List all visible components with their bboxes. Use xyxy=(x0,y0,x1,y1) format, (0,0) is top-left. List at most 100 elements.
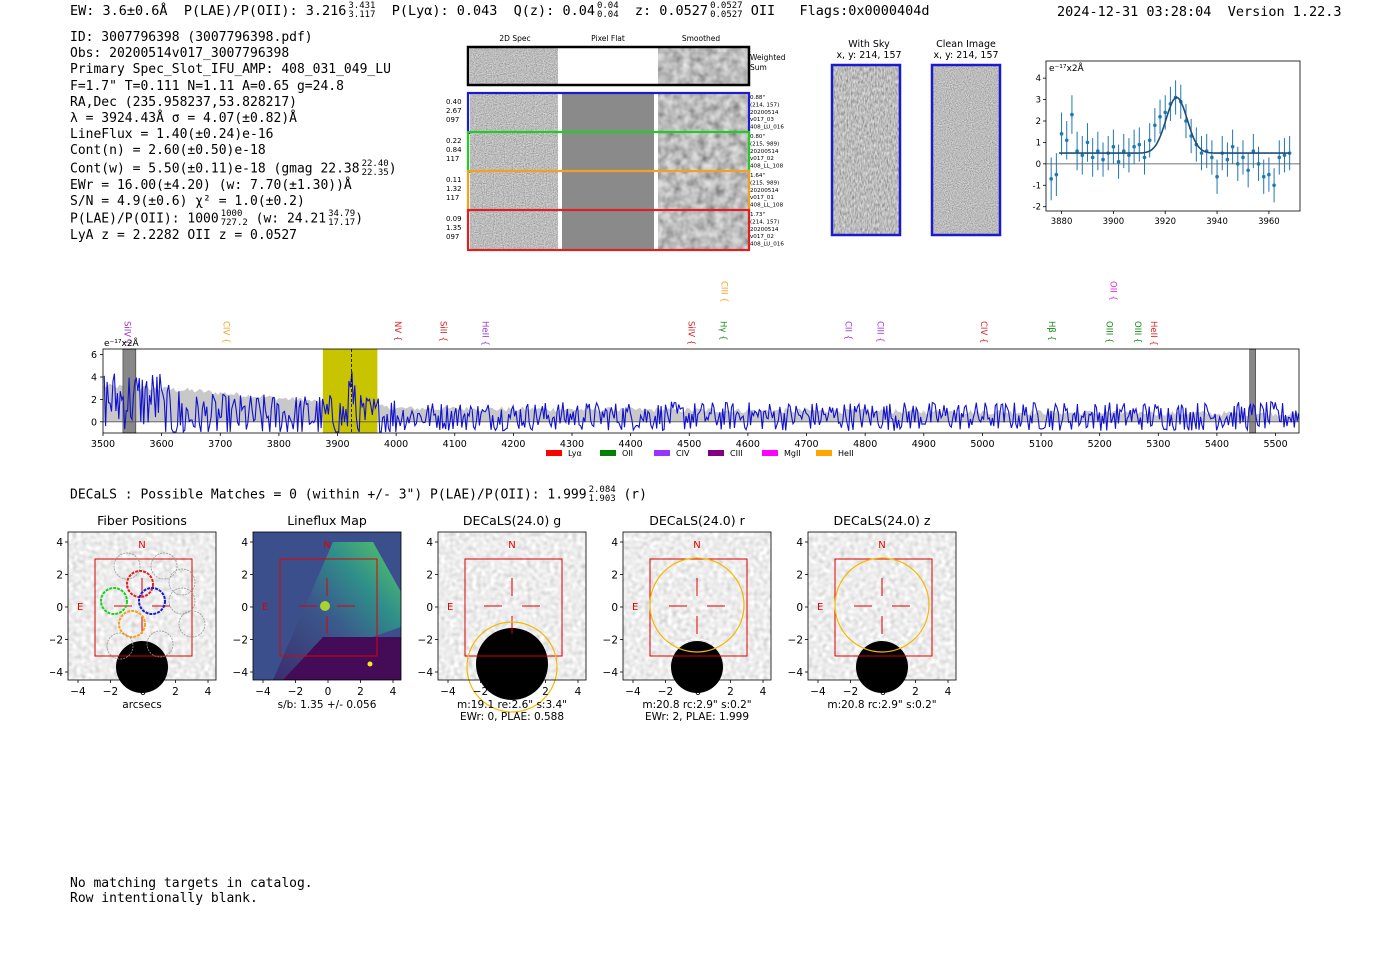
info-block: ID: 3007796398 (3007796398.pdf) Obs: 202… xyxy=(70,30,397,244)
spectral-line-labels: SiIV {CIV {NV {SiII {HeII {SiIV {Hγ {CII… xyxy=(122,281,1159,346)
line-label-5: SiIV { xyxy=(686,321,696,345)
cutout-right-1-0: 0.80" xyxy=(750,134,765,140)
info-plae: P(LAE)/P(OII): 1000 1000 727.2 (w: 24.21 34… xyxy=(70,210,397,228)
panel-0: Fiber Positions N E 4 2 0 −2 −4 −4 −2 0 2 4 arcsecs xyxy=(50,513,217,711)
fit-data-point xyxy=(1096,149,1100,153)
aperture-box xyxy=(94,558,193,657)
cutout-gap-a-1 xyxy=(558,133,562,171)
spectrum-xtick-label: 4200 xyxy=(501,439,525,450)
fit-xtick-label: 3960 xyxy=(1258,217,1280,227)
with-sky-frame xyxy=(830,63,902,237)
panel-xtick-label: 0 xyxy=(325,686,332,698)
legend-label-3: CIII xyxy=(730,449,743,458)
cutout-smooth-2 xyxy=(658,172,748,210)
panel-ytick-label: −2 xyxy=(788,635,803,647)
decals-summary: DECaLS : Possible Matches = 0 (within +/… xyxy=(70,486,647,504)
cutout-smooth-0 xyxy=(658,94,748,132)
north-label: N xyxy=(138,540,145,551)
legend-label-0: Lyα xyxy=(568,449,582,458)
info-id: ID: 3007796398 (3007796398.pdf) xyxy=(70,30,313,45)
decals-summary-text: DECaLS : Possible Matches = 0 (within +/… xyxy=(70,487,587,503)
fit-data-point xyxy=(1272,183,1276,188)
header-summary: EW: 3.6±0.6Å P(LAE)/P(OII): 3.216 3.431 3.… xyxy=(70,2,930,20)
spectrum-xtick-label: 5400 xyxy=(1205,439,1229,450)
panel-title: Fiber Positions xyxy=(97,513,187,528)
aperture-box xyxy=(464,558,563,657)
cutout-gap-a-3 xyxy=(558,211,562,249)
panel-ytick-label: 2 xyxy=(56,570,63,582)
panel-ytick-label: −4 xyxy=(603,667,619,679)
spectrum-yticks: 0 2 4 6 xyxy=(91,350,103,428)
z-hi: 0.0527 xyxy=(710,1,743,11)
cutout-frame-3 xyxy=(466,208,751,252)
cutout-2d-3 xyxy=(470,211,558,249)
fit-data-point xyxy=(1116,159,1121,164)
cutout-right-2-2: 20200514 xyxy=(750,188,779,194)
panel-xtick-label: 4 xyxy=(760,686,767,698)
cutout-left-3-1: 1.35 xyxy=(446,224,462,232)
panel-xtick-label: −4 xyxy=(70,686,86,698)
fit-xticks: 3880 3900 3920 3940 3960 xyxy=(1051,211,1280,227)
fit-data-point xyxy=(1210,155,1214,160)
decals-band: (r) xyxy=(623,487,647,503)
line-label-0: SiIV { xyxy=(122,321,132,345)
spectrum-ylabel: e⁻¹⁷x2Å xyxy=(104,337,140,349)
spectrum-xtick-label: 5200 xyxy=(1088,439,1112,450)
q-value: Q(z): 0.04 xyxy=(513,3,595,19)
panel-xtick-label: −4 xyxy=(255,686,271,698)
info-plae-hi: 1000 xyxy=(220,209,243,220)
cutout-right-3-1: (214, 157) xyxy=(750,219,779,225)
contw-end: ) xyxy=(388,161,397,177)
plya-value: P(Lyα): 0.043 xyxy=(391,3,498,19)
legend-swatch-2 xyxy=(654,450,670,456)
fit-data-point xyxy=(1059,132,1064,136)
panel-xtick-label: −2 xyxy=(658,686,673,698)
lineflux-map xyxy=(273,542,401,680)
fit-data-point xyxy=(1049,177,1053,181)
panel-ytick-label: 2 xyxy=(426,570,433,582)
with-sky-coords: x, y: 214, 157 xyxy=(836,50,901,61)
spectrum-xticks: 3500 3600 3700 3800 3900 4000 4100 4200 4300 4400… xyxy=(91,433,1288,450)
line-label-text: CIII { xyxy=(874,321,884,343)
fit-ytick-label: -2 xyxy=(1033,203,1041,213)
panel-frame xyxy=(807,531,957,681)
panel-4: DECaLS(24.0) z N E 4 2 0 −2 −4 −4 −2 0 2 4 m:20.8 rc:… xyxy=(788,513,957,711)
cutout-right-2-3: v017_01 xyxy=(750,195,774,201)
cutout-right-3-0: 1.73" xyxy=(750,212,765,218)
cutout-2d-1 xyxy=(470,133,558,171)
footer: No matching targets in catalog. Row inte… xyxy=(70,876,313,906)
info-z: LyA z = 2.2282 OII z = 0.0527 xyxy=(70,228,297,244)
panel-xtick-label: 2 xyxy=(172,686,179,698)
fit-data-point xyxy=(1075,149,1079,153)
spectrum-ytick-label: 4 xyxy=(91,373,97,384)
east-label: E xyxy=(817,602,823,613)
panel-caption-2: EWr: 2, PLAE: 1.999 xyxy=(645,711,749,723)
sum-label: Sum xyxy=(750,63,767,72)
fit-data-point xyxy=(1251,149,1256,153)
fit-xtick-label: 3940 xyxy=(1206,217,1228,227)
panel-xtick-label: 0 xyxy=(140,686,147,698)
panel-caption-2: EWr: 0, PLAE: 0.588 xyxy=(460,711,564,723)
spectrum-legend: Lyα OII CIV CIII MgII HeII xyxy=(546,449,854,458)
fit-data-point xyxy=(1163,110,1168,115)
north-label: N xyxy=(508,540,515,551)
cutout-right-0-2: 20200514 xyxy=(750,110,779,116)
line-label-text: SiIV { xyxy=(122,321,132,345)
panel-ytick-label: −2 xyxy=(233,635,248,647)
cutout-gap-b-3 xyxy=(654,211,658,249)
panel-ytick-label: −4 xyxy=(50,667,63,679)
spectrum-xtick-label: 4600 xyxy=(736,439,760,450)
fit-ytick-label: 3 xyxy=(1036,96,1041,106)
panel-ytick-label: 0 xyxy=(56,602,63,614)
info-contn: Cont(n) = 2.60(±0.50)e-18 xyxy=(70,143,266,159)
panels-group: Fiber Positions N E 4 2 0 −2 −4 −4 −2 0 2 4 arcsecs Li… xyxy=(50,513,957,723)
fit-data-point xyxy=(1085,140,1090,145)
cutout-left-1-2: 117 xyxy=(446,155,459,163)
fiber-circle-6 xyxy=(168,587,196,615)
fit-data-point xyxy=(1225,157,1230,162)
panel-frame xyxy=(622,531,772,681)
fiber-circle-2 xyxy=(168,568,196,596)
footer-line-1: No matching targets in catalog. xyxy=(70,876,313,891)
fit-data-point xyxy=(1241,155,1245,160)
